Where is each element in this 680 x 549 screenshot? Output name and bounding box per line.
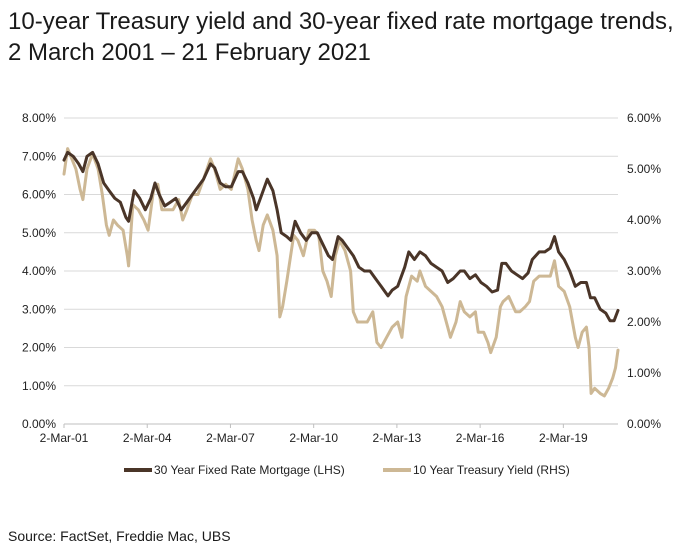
x-tick-label: 2-Mar-04 <box>123 431 172 445</box>
y-right-tick-label: 1.00% <box>627 366 661 380</box>
y-left-tick-label: 5.00% <box>22 226 56 240</box>
chart-title-line1: 10-year Treasury yield and 30-year fixed… <box>8 8 674 35</box>
x-tick-label: 2-Mar-13 <box>373 431 422 445</box>
y-right-tick-label: 3.00% <box>627 264 661 278</box>
series-line-treasury <box>62 147 620 398</box>
y-left-tick-label: 2.00% <box>22 341 56 355</box>
y-right-tick-label: 5.00% <box>627 162 661 176</box>
y-left-tick-label: 8.00% <box>22 111 56 125</box>
y-left-tick-label: 0.00% <box>22 417 56 431</box>
x-tick-label: 2-Mar-01 <box>40 431 89 445</box>
source-note: Source: FactSet, Freddie Mac, UBS <box>8 528 231 544</box>
y-left-tick-label: 1.00% <box>22 379 56 393</box>
y-right-tick-label: 6.00% <box>627 111 661 125</box>
x-tick-label: 2-Mar-10 <box>289 431 338 445</box>
y-left-tick-label: 6.00% <box>22 188 56 202</box>
y-left-tick-label: 4.00% <box>22 264 56 278</box>
x-tick-label: 2-Mar-16 <box>456 431 505 445</box>
legend-label-mortgage: 30 Year Fixed Rate Mortgage (LHS) <box>154 463 345 477</box>
legend-label-treasury: 10 Year Treasury Yield (RHS) <box>413 463 570 477</box>
y-right-tick-label: 0.00% <box>627 417 661 431</box>
y-left-tick-label: 7.00% <box>22 149 56 163</box>
chart-title-line2: 2 March 2001 – 21 February 2021 <box>8 39 371 66</box>
chart-title: 10-year Treasury yield and 30-year fixed… <box>8 6 676 68</box>
y-right-tick-label: 4.00% <box>627 213 661 227</box>
series-line-mortgage <box>62 150 620 323</box>
x-tick-label: 2-Mar-07 <box>206 431 255 445</box>
y-left-tick-label: 3.00% <box>22 302 56 316</box>
y-right-tick-label: 2.00% <box>627 315 661 329</box>
x-tick-label: 2-Mar-19 <box>539 431 588 445</box>
